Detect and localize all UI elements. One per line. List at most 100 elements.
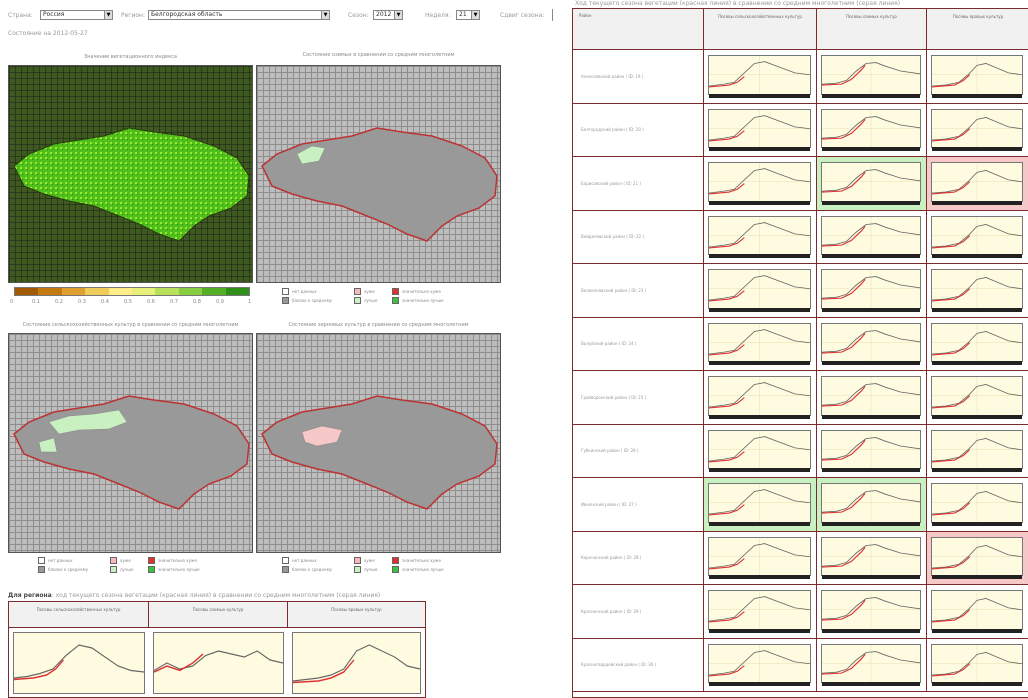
district-name-cell: Алексеевский район ( ID: 19 ) [573, 50, 704, 104]
district-chart-cell [927, 211, 1028, 264]
district-chart[interactable] [931, 429, 1023, 472]
district-chart[interactable] [708, 590, 811, 633]
legend-label: лучше [120, 567, 134, 572]
region-chart[interactable] [13, 632, 145, 694]
district-chart-cell [817, 157, 927, 211]
chart-axis-bar [822, 468, 920, 472]
district-chart[interactable] [931, 322, 1023, 365]
district-section-title: Ход текущего сезона вегетации (красная л… [575, 0, 901, 7]
ndvi-color-scale [14, 287, 250, 296]
grain-map[interactable] [256, 333, 501, 553]
district-chart[interactable] [708, 162, 811, 205]
region-chart[interactable] [153, 632, 284, 694]
country-select[interactable]: Россия ▼ [40, 10, 113, 20]
legend-swatch [110, 557, 117, 564]
district-chart[interactable] [931, 643, 1023, 686]
legend-swatch [354, 297, 361, 304]
ndvi-map[interactable] [8, 65, 253, 283]
chart-axis-bar [932, 682, 1022, 686]
ndvi-region-shape [13, 127, 250, 242]
region-chart[interactable] [292, 632, 421, 694]
country-label: Страна: [8, 12, 33, 19]
district-chart[interactable] [821, 162, 921, 205]
scale-tick: 0.5 [124, 299, 132, 305]
district-chart[interactable] [821, 376, 921, 419]
district-chart[interactable] [708, 55, 811, 98]
district-chart[interactable] [708, 215, 811, 258]
district-chart[interactable] [821, 322, 921, 365]
chart-axis-bar [709, 521, 810, 526]
legend-swatch [38, 566, 45, 573]
spring-map[interactable] [8, 333, 253, 553]
state-date: Состояние на 2012-05-27 [8, 30, 88, 37]
legend-spring: нет данных близко к среднему хуже лучше … [38, 557, 238, 577]
region-select[interactable]: Белгородская область ▼ [148, 10, 330, 20]
district-chart[interactable] [821, 483, 921, 526]
district-chart[interactable] [931, 483, 1023, 526]
district-chart-cell [817, 317, 927, 371]
district-chart[interactable] [708, 269, 811, 312]
district-chart[interactable] [708, 536, 811, 579]
scale-tick: 0.8 [193, 299, 201, 305]
district-name: Алексеевский район ( ID: 19 ) [581, 73, 644, 79]
district-name: Белгородский район ( ID: 20 ) [581, 127, 644, 133]
chart-axis-bar [822, 147, 920, 151]
district-chart[interactable] [708, 643, 811, 686]
legend-swatch [392, 288, 399, 295]
district-chart[interactable] [821, 269, 921, 312]
district-chart-cell [927, 264, 1028, 318]
district-header-cell: Посевы сельскохозяйственных культур [704, 9, 817, 50]
legend-label: значительно хуже [158, 558, 197, 563]
district-name: Грайворонский район ( ID: 25 ) [581, 394, 647, 400]
district-chart[interactable] [931, 536, 1023, 579]
chart-axis-bar [709, 414, 810, 419]
legend-label: значительно лучше [158, 567, 200, 572]
district-chart[interactable] [821, 215, 921, 258]
district-header-cell: Посевы озимых культур [817, 9, 927, 50]
season-select[interactable]: 2012 ▼ [373, 10, 403, 20]
district-chart[interactable] [708, 322, 811, 365]
district-chart[interactable] [821, 429, 921, 472]
district-chart[interactable] [821, 590, 921, 633]
district-chart-cell [817, 638, 927, 692]
week-select[interactable]: 21 ▼ [456, 10, 480, 20]
district-chart[interactable] [931, 215, 1023, 258]
district-chart-cell [817, 424, 927, 478]
legend-swatch [148, 557, 155, 564]
district-chart[interactable] [708, 108, 811, 151]
district-name-cell: Ивнянский район ( ID: 27 ) [573, 478, 704, 532]
legend-label: хуже [364, 289, 375, 294]
chart-axis-bar [709, 254, 810, 258]
winter-map[interactable] [256, 65, 501, 283]
district-chart[interactable] [821, 108, 921, 151]
district-chart-cell [817, 50, 927, 104]
district-name-cell: Валуйский район ( ID: 24 ) [573, 317, 704, 371]
district-chart[interactable] [708, 483, 811, 526]
district-chart-cell [704, 103, 817, 157]
district-chart[interactable] [821, 536, 921, 579]
legend-swatch [392, 566, 399, 573]
legend-grain: нет данных близко к среднему хуже лучше … [282, 557, 482, 577]
district-chart[interactable] [931, 376, 1023, 419]
district-chart-cell [704, 157, 817, 211]
district-chart[interactable] [821, 643, 921, 686]
district-chart[interactable] [821, 55, 921, 98]
district-chart[interactable] [708, 429, 811, 472]
district-name: Красногвардейский район ( ID: 30 ) [581, 662, 657, 668]
region-table: Посевы сельскохозяйственных культур Посе… [8, 601, 426, 698]
district-name-cell: Грайворонский район ( ID: 25 ) [573, 371, 704, 425]
chart-axis-bar [932, 254, 1022, 258]
district-chart[interactable] [931, 108, 1023, 151]
district-chart[interactable] [708, 376, 811, 419]
chart-axis-bar [822, 254, 920, 258]
district-chart[interactable] [931, 590, 1023, 633]
district-chart[interactable] [931, 269, 1023, 312]
district-chart-cell [817, 103, 927, 157]
legend-swatch [38, 557, 45, 564]
district-chart-cell [704, 264, 817, 318]
chevron-down-icon: ▼ [321, 11, 329, 19]
district-chart[interactable] [931, 55, 1023, 98]
district-column-header: Район [573, 9, 704, 50]
shift-input[interactable] [552, 9, 553, 21]
district-chart[interactable] [931, 162, 1023, 205]
